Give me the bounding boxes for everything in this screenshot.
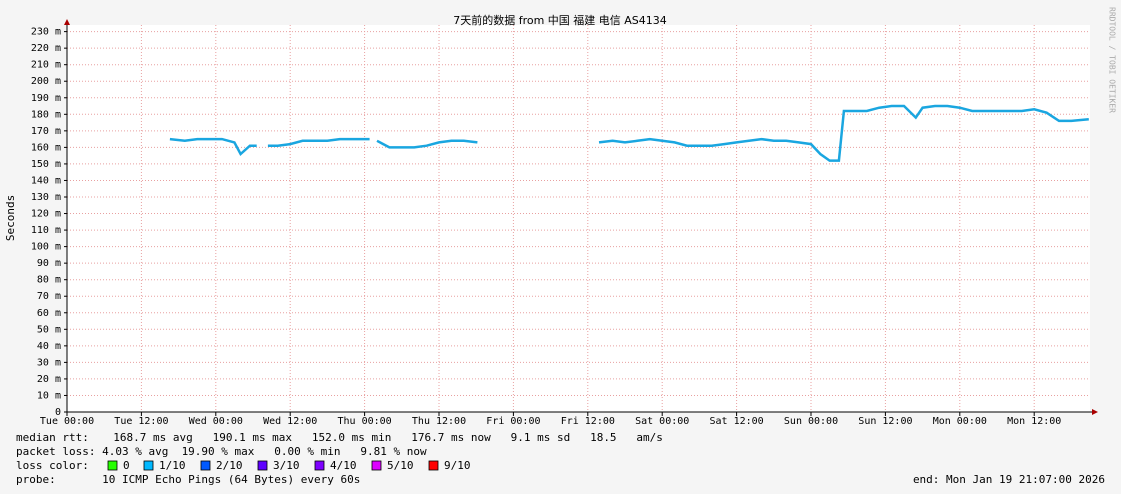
loss-label: 5/10 — [387, 459, 414, 472]
x-tick-label: Tue 00:00 — [40, 416, 94, 427]
loss-swatch — [107, 460, 118, 471]
x-tick-label: Wed 00:00 — [189, 416, 243, 427]
y-tick-label: 190 m — [31, 93, 61, 104]
y-tick-label: 90 m — [37, 258, 61, 269]
end-time: end: Mon Jan 19 21:07:00 2026 — [913, 473, 1105, 486]
median-stats: 168.7 ms avg 190.1 ms max 152.0 ms min 1… — [100, 431, 663, 444]
x-arrow — [1092, 409, 1098, 415]
median-line — [169, 104, 1089, 162]
y-tick-label: 30 m — [37, 357, 61, 368]
y-tick-label: 210 m — [31, 60, 61, 71]
loss-legend: 0 1/10 2/10 3/10 4/10 5/10 9/10 — [107, 459, 471, 472]
loss-stats: packet loss: 4.03 % avg 19.90 % max 0.00… — [16, 445, 427, 458]
y-arrow — [64, 19, 70, 25]
y-tick-label: 120 m — [31, 209, 61, 220]
y-tick-label: 100 m — [31, 242, 61, 253]
loss-label: 9/10 — [444, 459, 471, 472]
y-tick-label: 50 m — [37, 324, 61, 335]
plot-area — [67, 25, 1090, 412]
y-tick-label: 10 m — [37, 390, 61, 401]
y-tick-label: 230 m — [31, 27, 61, 38]
x-tick-label: Thu 00:00 — [338, 416, 392, 427]
chart-title: 7天前的数据 from 中国 福建 电信 AS4134 — [453, 13, 667, 27]
loss-swatch — [200, 460, 211, 471]
y-tick-label: 20 m — [37, 374, 61, 385]
y-tick-label: 60 m — [37, 308, 61, 319]
loss-label: 4/10 — [330, 459, 357, 472]
y-tick-label: 140 m — [31, 175, 61, 186]
y-axis-label: Seconds — [4, 195, 17, 241]
loss-swatch — [428, 460, 439, 471]
x-tick-label: Wed 12:00 — [263, 416, 317, 427]
loss-label: 2/10 — [216, 459, 243, 472]
loss-swatch — [257, 460, 268, 471]
loss-swatch — [371, 460, 382, 471]
y-tick-label: 170 m — [31, 126, 61, 137]
loss-swatch — [314, 460, 325, 471]
median-label: median rtt: — [16, 431, 89, 444]
y-tick-label: 40 m — [37, 341, 61, 352]
watermark: RRDTOOL / TOBI OETIKER — [1108, 7, 1117, 113]
x-tick-label: Tue 12:00 — [114, 416, 168, 427]
loss-label: 0 — [123, 459, 130, 472]
y-tick-label: 150 m — [31, 159, 61, 170]
x-tick-label: Sat 12:00 — [710, 416, 764, 427]
x-tick-label: Sat 00:00 — [635, 416, 689, 427]
y-tick-label: 80 m — [37, 275, 61, 286]
y-tick-label: 0 — [55, 407, 61, 418]
y-tick-label: 200 m — [31, 76, 61, 87]
y-tick-label: 180 m — [31, 109, 61, 120]
loss-label: 1/10 — [159, 459, 186, 472]
loss-label: 3/10 — [273, 459, 300, 472]
x-tick-label: Sun 00:00 — [784, 416, 838, 427]
marks — [169, 104, 1089, 162]
x-tick-label: Thu 12:00 — [412, 416, 466, 427]
loss-swatch — [143, 460, 154, 471]
y-tick-label: 130 m — [31, 192, 61, 203]
probe: probe: 10 ICMP Echo Pings (64 Bytes) eve… — [16, 473, 360, 486]
x-tick-label: Mon 12:00 — [1007, 416, 1061, 427]
y-tick-label: 70 m — [37, 291, 61, 302]
x-tick-label: Mon 00:00 — [933, 416, 987, 427]
y-tick-label: 220 m — [31, 43, 61, 54]
y-tick-label: 160 m — [31, 142, 61, 153]
x-tick-label: Fri 00:00 — [486, 416, 540, 427]
y-tick-label: 110 m — [31, 225, 61, 236]
x-tick-label: Sun 12:00 — [858, 416, 912, 427]
loss-title: loss color: — [16, 459, 89, 472]
x-tick-label: Fri 12:00 — [561, 416, 615, 427]
